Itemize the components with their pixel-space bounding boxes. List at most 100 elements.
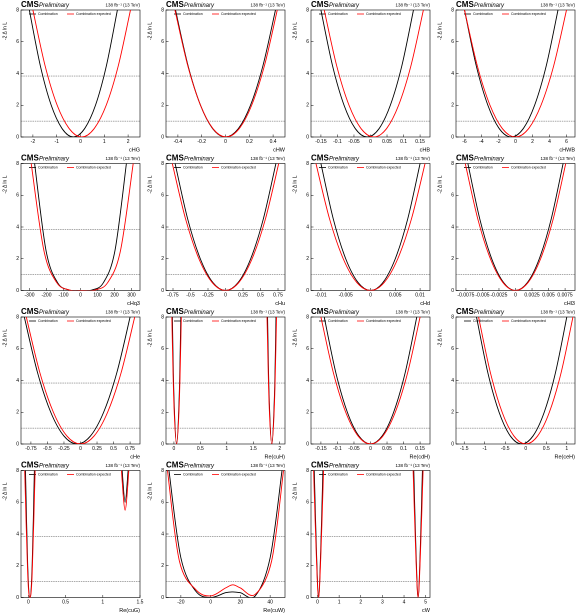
experiment-label: CMS [456, 307, 474, 316]
x-tick-label: -0.005 [339, 292, 353, 298]
lumi-label: 138 fb⁻¹ (13 TeV) [105, 310, 140, 315]
plot-frame [455, 316, 576, 445]
legend-label: Combination expected [76, 319, 111, 323]
likelihood-curve [171, 317, 277, 444]
y-tick-label: 6 [451, 346, 454, 352]
lumi-label: 138 fb⁻¹ (13 TeV) [395, 156, 430, 161]
likelihood-curve [24, 470, 130, 598]
y-tick-label: 4 [16, 531, 19, 537]
y-tick-label: 2 [161, 563, 164, 569]
x-tick-label: 4 [403, 599, 406, 605]
plot-frame [310, 9, 431, 138]
x-tick-label: 300 [127, 292, 136, 298]
legend-label: Combination expected [221, 472, 256, 476]
legend-label: Combination expected [221, 319, 256, 323]
likelihood-curve [464, 10, 559, 137]
y-tick-label: 0 [16, 134, 19, 140]
y-tick-label: 6 [161, 346, 164, 352]
likelihood-curve [28, 10, 118, 137]
legend-label: Combination [183, 319, 203, 323]
x-tick-label: 2 [531, 139, 534, 145]
legend-label: Combination [328, 165, 348, 169]
plot-frame [310, 163, 431, 291]
x-tick-label: 1.5 [137, 599, 144, 605]
x-tick-label: 0.25 [238, 292, 248, 298]
y-tick-label: 6 [451, 39, 454, 45]
x-tick-label: 0.5 [543, 446, 550, 452]
y-tick-label: 8 [306, 314, 309, 320]
y-tick-label: 2 [451, 256, 454, 262]
likelihood-curve [34, 163, 127, 291]
y-axis-label: -2 Δ ln L [292, 329, 298, 347]
y-tick-label: 0 [451, 441, 454, 447]
x-axis-label: cHu [275, 301, 285, 307]
x-tick-label: -0.75 [25, 446, 37, 452]
experiment-label: CMS [166, 0, 184, 9]
y-axis-label: -2 Δ ln L [2, 482, 8, 500]
y-axis-label: -2 Δ ln L [147, 329, 153, 347]
y-tick-label: 4 [451, 71, 454, 77]
y-tick-label: 8 [16, 7, 19, 13]
status-label: Preliminary [39, 464, 70, 470]
x-tick-label: 40 [267, 599, 273, 605]
panel: CMS Preliminary 138 fb⁻¹ (13 TeV) -2 Δ ln L… [437, 0, 575, 153]
y-tick-label: 4 [16, 71, 19, 77]
y-tick-label: 0 [451, 134, 454, 140]
x-tick-label: 0 [514, 139, 517, 145]
x-tick-label: 0 [524, 446, 527, 452]
x-tick-label: 0.4 [270, 139, 277, 145]
y-tick-label: 6 [451, 193, 454, 199]
x-tick-label: 0.05 [382, 139, 392, 145]
y-tick-label: 2 [16, 103, 19, 109]
x-tick-label: 0 [369, 139, 372, 145]
x-tick-label: -100 [58, 292, 68, 298]
y-tick-label: 4 [451, 378, 454, 384]
y-axis-label: -2 Δ ln L [437, 22, 443, 40]
x-tick-label: 0 [27, 599, 30, 605]
x-tick-label: -2 [31, 139, 36, 145]
x-tick-label: -0.1 [333, 446, 342, 452]
panel: CMS Preliminary 138 fb⁻¹ (13 TeV) -2 Δ ln L… [292, 307, 430, 460]
y-tick-label: 6 [306, 39, 309, 45]
x-tick-label: 0 [316, 599, 319, 605]
x-tick-label: -300 [24, 292, 34, 298]
y-tick-label: 0 [161, 595, 164, 601]
x-tick-label: -0.5 [43, 446, 52, 452]
x-tick-label: 2 [359, 599, 362, 605]
y-axis-label: -2 Δ ln L [147, 22, 153, 40]
plot-frame [165, 470, 286, 598]
x-tick-label: 0.01 [415, 292, 425, 298]
y-axis-label: -2 Δ ln L [437, 175, 443, 193]
y-axis-label: -2 Δ ln L [2, 175, 8, 193]
y-tick-label: 6 [161, 500, 164, 506]
plot-frame [165, 316, 286, 445]
x-axis-label: cHG [129, 147, 140, 153]
y-tick-label: 0 [161, 288, 164, 294]
panel: CMS Preliminary 138 fb⁻¹ (13 TeV) -2 Δ ln L… [2, 0, 140, 153]
y-tick-label: 4 [451, 224, 454, 230]
panel: CMS Preliminary 138 fb⁻¹ (13 TeV) -2 Δ ln L… [2, 461, 143, 614]
experiment-label: CMS [166, 461, 184, 470]
x-tick-label: 0 [173, 446, 176, 452]
likelihood-curve [168, 470, 283, 598]
x-axis-label: cHq3 [127, 301, 140, 307]
x-tick-label: 0 [79, 139, 82, 145]
y-tick-label: 8 [451, 161, 454, 167]
status-label: Preliminary [184, 3, 215, 9]
likelihood-curve [313, 470, 424, 598]
y-tick-label: 6 [16, 193, 19, 199]
y-tick-label: 6 [306, 346, 309, 352]
x-tick-label: 1.5 [250, 446, 257, 452]
legend-label: Combination [328, 319, 348, 323]
x-tick-label: 3 [381, 599, 384, 605]
x-axis-label: cHl3 [564, 301, 575, 307]
lumi-label: 138 fb⁻¹ (13 TeV) [250, 156, 285, 161]
legend-label: Combination [473, 165, 493, 169]
x-tick-label: -2 [496, 139, 501, 145]
likelihood-curve [174, 10, 278, 137]
y-tick-label: 8 [306, 161, 309, 167]
panel: CMS Preliminary 138 fb⁻¹ (13 TeV) -2 Δ ln L… [147, 154, 285, 307]
panel: CMS Preliminary 138 fb⁻¹ (13 TeV) -2 Δ ln L… [292, 0, 430, 153]
x-tick-label: -0.4 [174, 139, 183, 145]
experiment-label: CMS [311, 154, 329, 163]
